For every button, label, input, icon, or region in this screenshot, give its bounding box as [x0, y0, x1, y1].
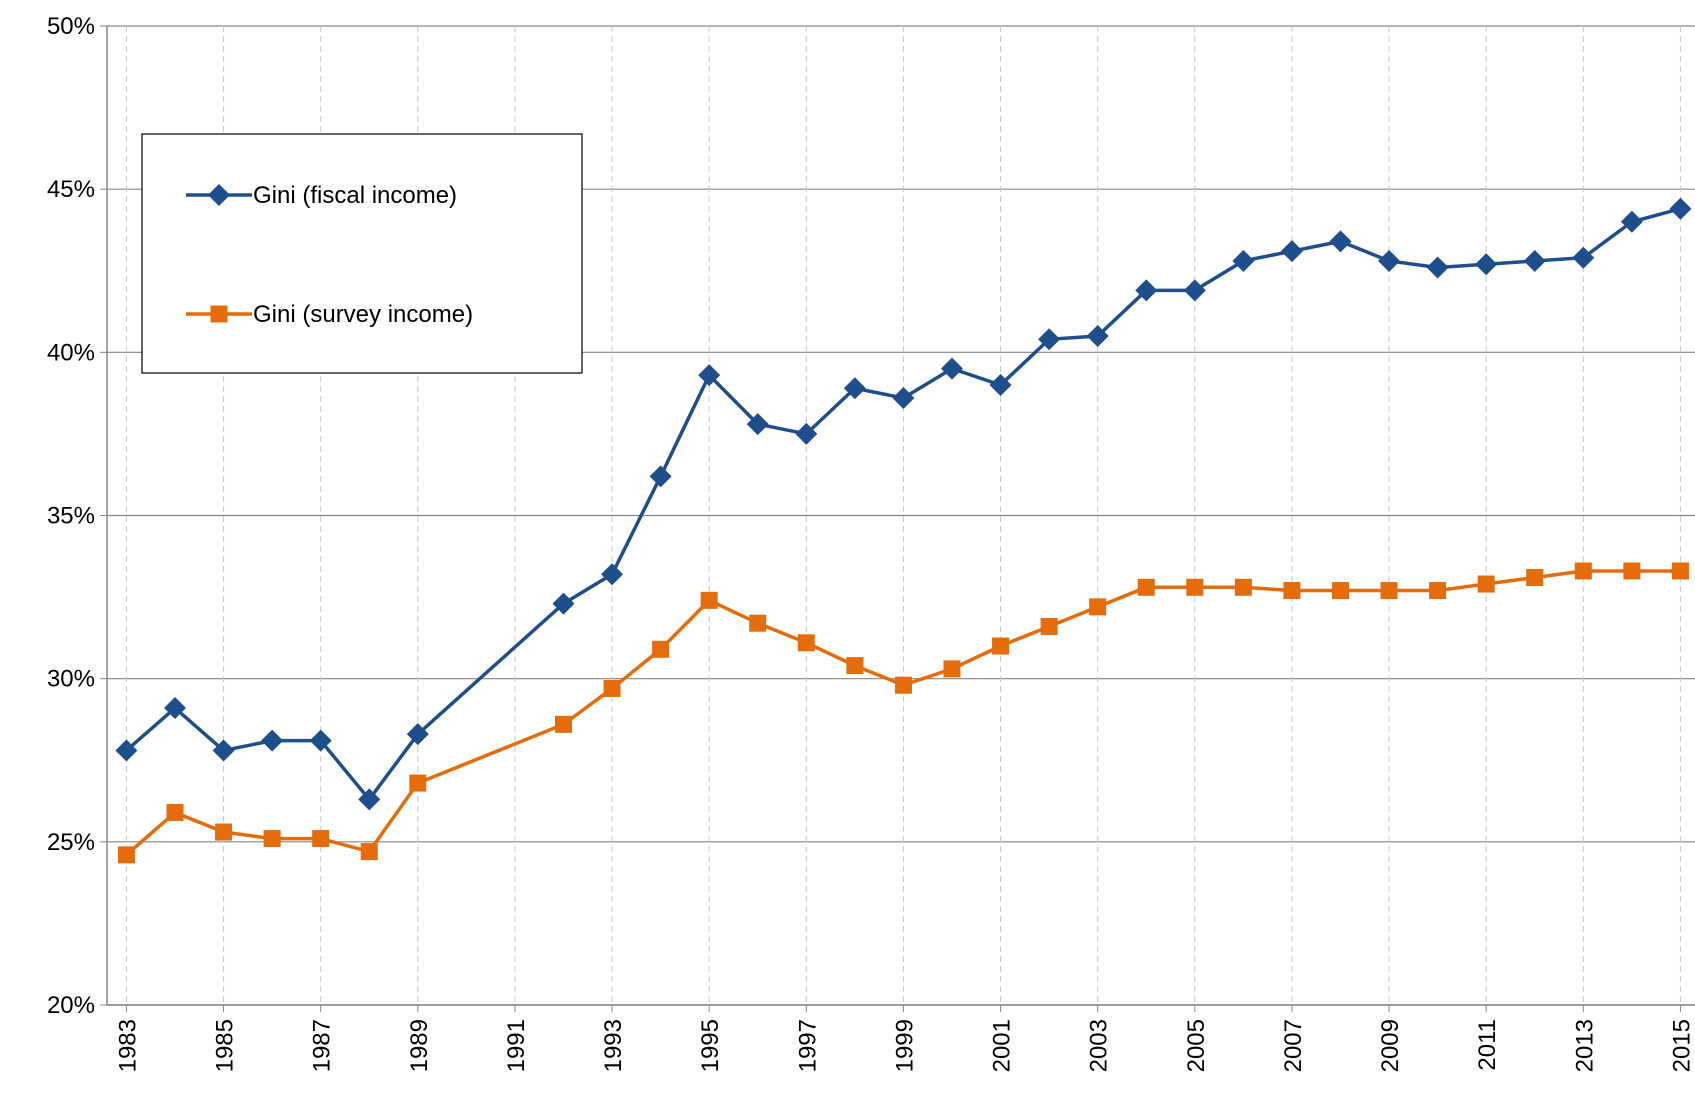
marker — [552, 592, 575, 615]
marker — [700, 591, 718, 609]
marker — [795, 422, 818, 445]
marker — [360, 843, 378, 861]
marker — [603, 679, 621, 697]
marker — [1086, 325, 1109, 348]
x-tick-label: 2005 — [1183, 1019, 1210, 1072]
plot-area — [115, 197, 1692, 864]
marker — [1380, 582, 1398, 600]
marker — [1135, 279, 1158, 302]
x-tick-label: 1999 — [891, 1019, 918, 1072]
marker — [1572, 246, 1595, 269]
x-tick-label: 1987 — [309, 1019, 336, 1072]
marker — [894, 676, 912, 694]
marker — [312, 830, 330, 848]
y-tick-label: 40% — [47, 339, 95, 366]
x-tick-label: 2007 — [1280, 1019, 1307, 1072]
marker — [1426, 256, 1449, 279]
x-tick-label: 2003 — [1086, 1019, 1113, 1072]
marker — [1040, 617, 1058, 635]
x-tick-label: 1995 — [697, 1019, 724, 1072]
y-tick-label: 25% — [47, 829, 95, 856]
marker — [892, 387, 915, 410]
marker — [309, 729, 332, 752]
marker — [1429, 582, 1447, 600]
marker — [409, 774, 427, 792]
x-tick-label: 1997 — [794, 1019, 821, 1072]
marker — [1475, 253, 1498, 276]
marker — [992, 637, 1010, 655]
x-tick-label: 1991 — [503, 1019, 530, 1072]
y-tick-label: 20% — [47, 992, 95, 1019]
marker — [1183, 279, 1206, 302]
marker — [163, 697, 186, 720]
legend-label: Gini (fiscal income) — [253, 182, 457, 209]
marker — [1671, 562, 1689, 580]
marker — [1378, 249, 1401, 272]
y-tick-label: 45% — [47, 176, 95, 203]
marker — [208, 184, 230, 206]
marker — [406, 723, 429, 746]
y-tick-label: 50% — [47, 13, 95, 40]
x-tick-label: 2009 — [1377, 1019, 1404, 1072]
marker — [843, 377, 866, 400]
marker — [846, 657, 864, 675]
marker — [1232, 249, 1255, 272]
marker — [1283, 582, 1301, 600]
x-tick-label: 2011 — [1474, 1019, 1501, 1071]
marker — [166, 803, 184, 821]
marker — [117, 846, 135, 864]
y-tick-label: 30% — [47, 666, 95, 693]
marker — [1234, 578, 1252, 596]
marker — [940, 357, 963, 380]
series-line — [125, 569, 1681, 857]
x-tick-label: 1993 — [600, 1019, 627, 1072]
marker — [698, 364, 721, 387]
marker — [215, 823, 233, 841]
marker — [1623, 562, 1641, 580]
marker — [1137, 578, 1155, 596]
x-tick-label: 1989 — [406, 1019, 433, 1072]
x-tick-label: 1983 — [114, 1019, 141, 1072]
x-tick-label: 1985 — [212, 1019, 239, 1072]
marker — [1526, 569, 1544, 587]
marker — [1477, 575, 1495, 593]
legend: Gini (fiscal income) Gini (survey income) — [141, 133, 583, 374]
marker — [746, 413, 769, 436]
marker — [943, 660, 961, 678]
marker — [1620, 210, 1643, 233]
marker — [1331, 582, 1349, 600]
y-tick-label: 35% — [47, 503, 95, 530]
marker — [1038, 328, 1061, 351]
marker — [652, 640, 670, 658]
marker — [212, 739, 235, 762]
legend-box — [141, 133, 583, 374]
x-tick-label: 2001 — [989, 1019, 1016, 1072]
marker — [358, 788, 381, 811]
marker — [749, 614, 767, 632]
marker — [1186, 578, 1204, 596]
marker — [989, 373, 1012, 396]
marker — [1523, 249, 1546, 272]
marker — [210, 305, 228, 323]
marker — [1280, 240, 1303, 263]
legend-label: Gini (survey income) — [253, 301, 473, 328]
marker — [1089, 598, 1107, 616]
marker — [554, 715, 572, 733]
marker — [1329, 230, 1352, 253]
marker — [115, 739, 138, 762]
x-tick-label: 2015 — [1668, 1019, 1695, 1072]
marker — [1669, 197, 1692, 220]
marker — [797, 634, 815, 652]
marker — [263, 830, 281, 848]
marker — [1574, 562, 1592, 580]
x-tick-label: 2013 — [1571, 1019, 1598, 1072]
marker — [261, 729, 284, 752]
marker — [601, 563, 624, 586]
marker — [649, 465, 672, 488]
